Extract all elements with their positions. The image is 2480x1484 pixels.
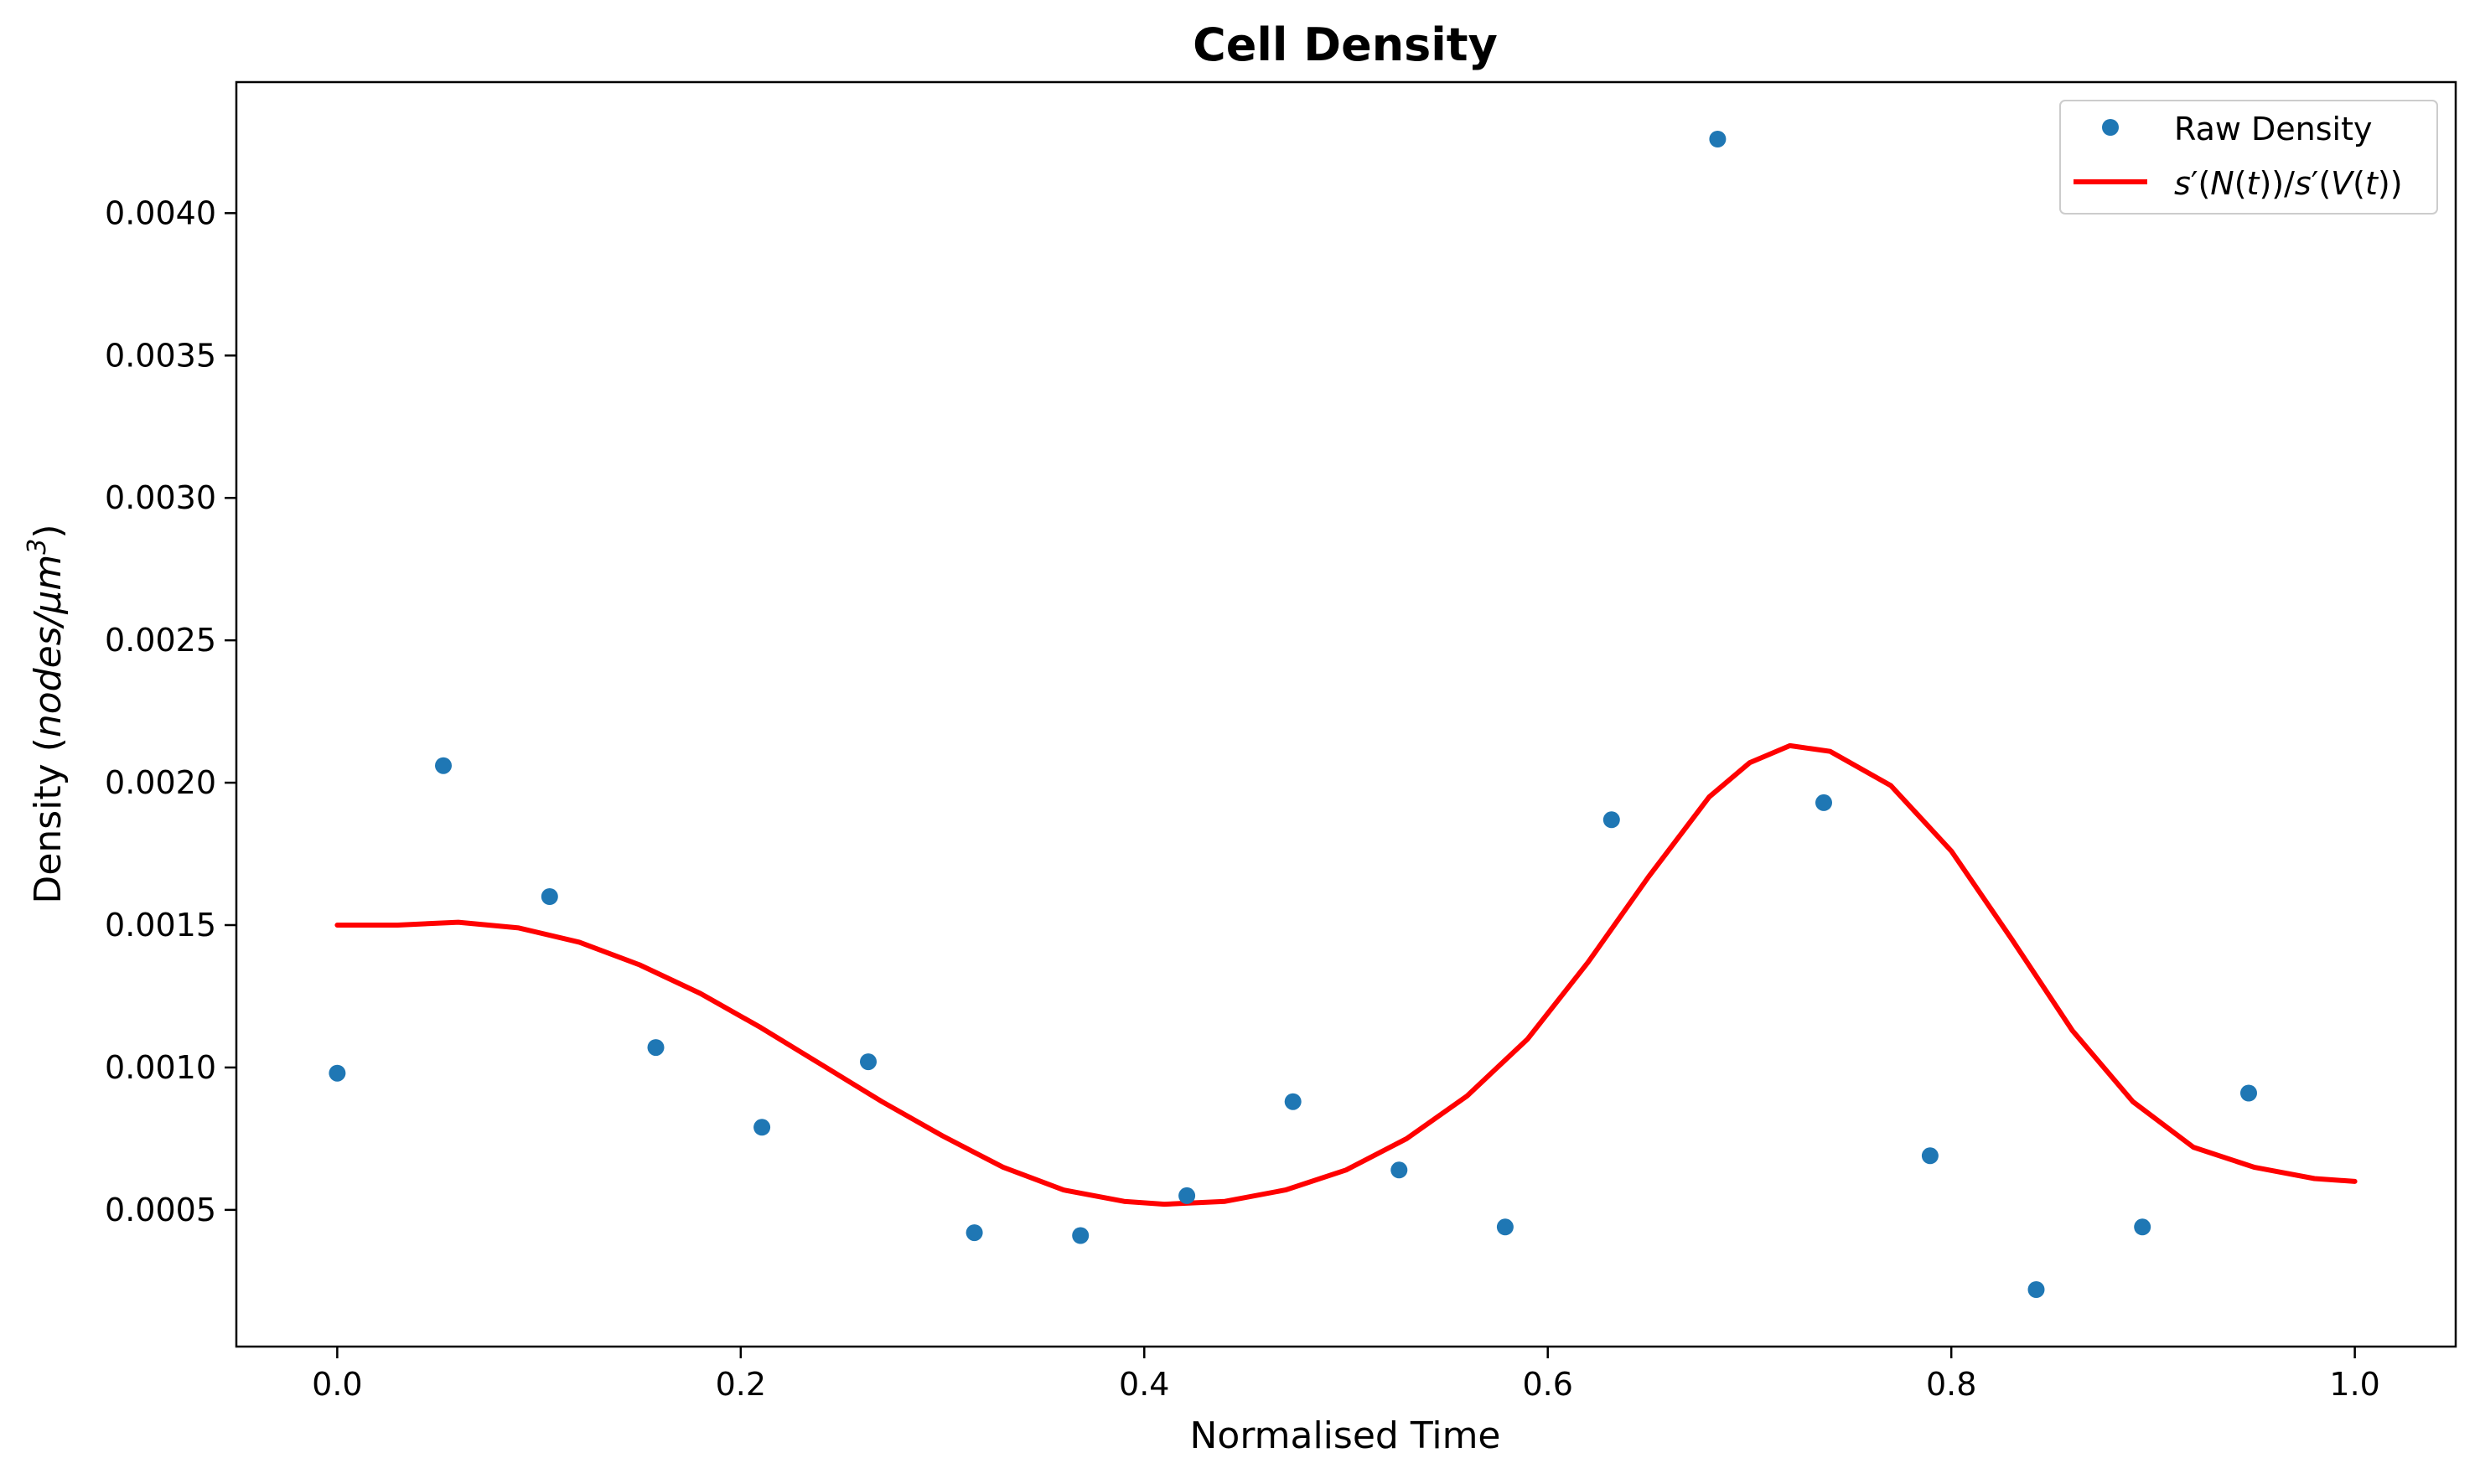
x-tick-label-2: 0.4	[1119, 1366, 1169, 1403]
raw-density-point-3	[647, 1039, 665, 1057]
y-axis-label: Density (nodes/μm3)	[23, 524, 70, 903]
plot-area	[329, 131, 2358, 1298]
legend-raw-density-marker	[2102, 119, 2119, 136]
y-axis-label-suffix: )	[27, 524, 70, 538]
x-tick-label-5: 1.0	[2329, 1366, 2379, 1403]
legend-fit-s1: s	[2174, 165, 2191, 202]
x-tick-label-0: 0.0	[312, 1366, 362, 1403]
raw-density-point-2	[541, 888, 558, 905]
legend-box	[2059, 100, 2438, 215]
legend-fit-t2: t	[2365, 165, 2379, 202]
legend: Raw Density s′(N(t))/s′(V(t))	[2059, 100, 2438, 215]
legend-fit-n: N	[2210, 165, 2234, 202]
x-axis: 0.0 0.2 0.4 0.6 0.8 1.0	[312, 1347, 2380, 1403]
x-tick-label-3: 0.6	[1523, 1366, 1573, 1403]
y-tick-label-3: 0.0020	[105, 764, 216, 801]
raw-density-point-13	[1709, 131, 1727, 147]
chart-title: Cell Density	[1193, 18, 1498, 71]
y-axis: 0.0005 0.0010 0.0015 0.0020 0.0025 0.0030 0.00…	[105, 194, 236, 1228]
legend-fit-p6: ))	[2378, 165, 2403, 202]
raw-density-point-14	[1815, 794, 1832, 811]
y-axis-label-prefix: Density (	[27, 737, 70, 903]
legend-fit-t1: t	[2247, 165, 2261, 202]
raw-density-point-11	[1496, 1218, 1514, 1236]
fit-curve-line	[334, 742, 2358, 1207]
raw-density-point-15	[1921, 1147, 1939, 1165]
x-tick-label-1: 0.2	[716, 1366, 766, 1403]
y-tick-label-6: 0.0035	[105, 337, 216, 374]
raw-density-point-9	[1284, 1093, 1302, 1110]
y-tick-label-5: 0.0030	[105, 479, 216, 516]
raw-density-point-17	[2134, 1218, 2151, 1236]
legend-fit-v: V	[2331, 165, 2355, 202]
y-axis-label-unit: nodes/μm	[27, 555, 70, 737]
legend-fit-s2: s	[2295, 165, 2312, 202]
y-tick-label-4: 0.0025	[105, 622, 216, 659]
y-tick-label-7: 0.0040	[105, 194, 216, 231]
raw-density-point-1	[435, 757, 452, 774]
raw-density-point-16	[2027, 1281, 2045, 1298]
plot-frame	[235, 80, 2457, 1348]
legend-fit-p3: ))/	[2259, 165, 2295, 202]
y-tick-label-0: 0.0005	[105, 1192, 216, 1228]
y-axis-label-exponent: 3	[23, 539, 52, 555]
legend-fit-line-label: s′(N(t))/s′(V(t))	[2174, 165, 2403, 202]
raw-density-point-12	[1602, 811, 1620, 829]
raw-density-point-6	[966, 1224, 983, 1242]
legend-fit-p4: ′(	[2312, 165, 2331, 202]
x-tick-label-4: 0.8	[1926, 1366, 1976, 1403]
legend-fit-p2: (	[2234, 165, 2247, 202]
raw-density-point-18	[2240, 1084, 2257, 1102]
legend-raw-density-label: Raw Density	[2174, 111, 2372, 147]
raw-density-point-7	[1072, 1227, 1090, 1244]
raw-density-point-4	[753, 1119, 771, 1136]
legend-fit-p1: ′(	[2191, 165, 2210, 202]
raw-density-point-8	[1178, 1187, 1196, 1204]
y-tick-label-2: 0.0015	[105, 907, 216, 944]
raw-density-point-10	[1390, 1161, 1408, 1179]
raw-density-point-5	[860, 1053, 877, 1071]
y-tick-label-1: 0.0010	[105, 1049, 216, 1086]
raw-density-point-0	[329, 1064, 346, 1082]
legend-fit-p5: (	[2353, 165, 2365, 202]
x-axis-label: Normalised Time	[1189, 1414, 1500, 1457]
